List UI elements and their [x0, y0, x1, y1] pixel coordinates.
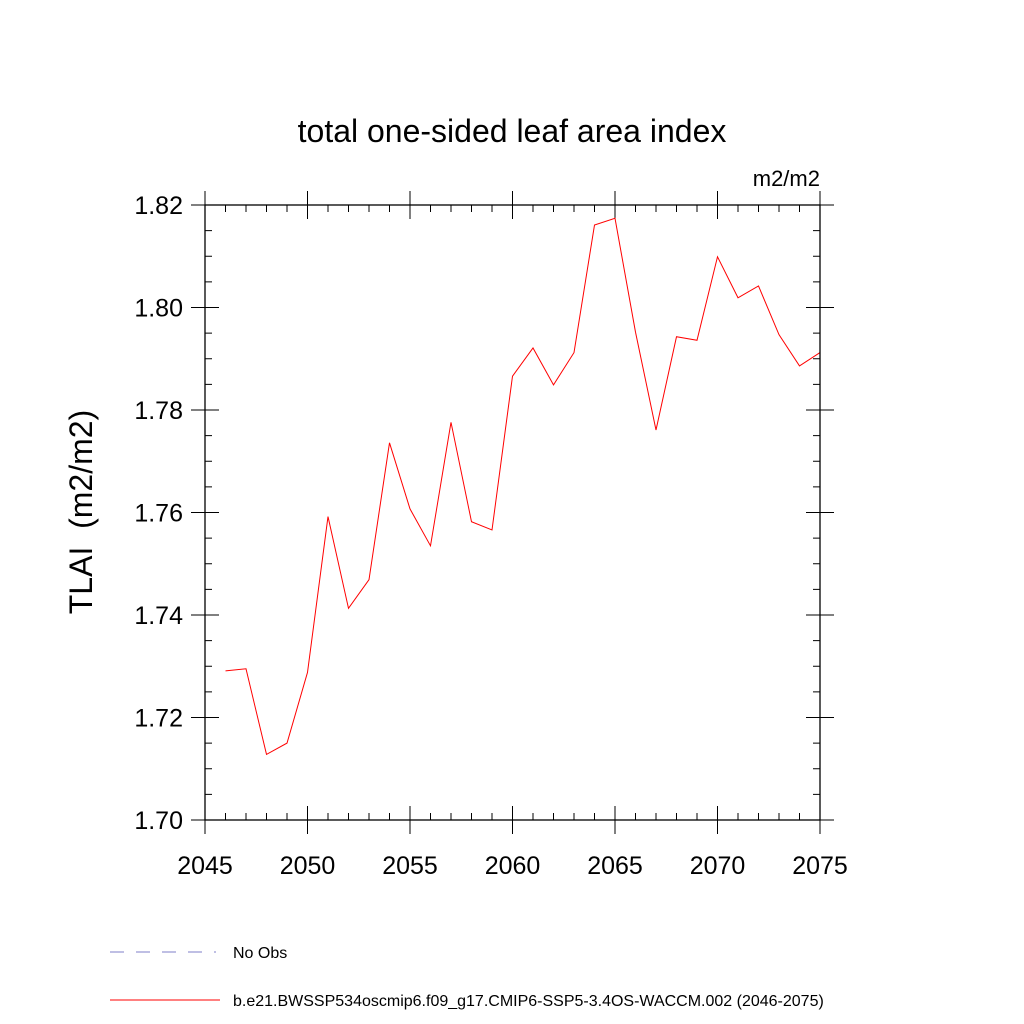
y-tick-label: 1.76	[134, 500, 183, 528]
axis-ticks	[191, 191, 834, 834]
x-tick-label: 2055	[382, 852, 438, 880]
legend-label-no-obs: No Obs	[233, 945, 287, 962]
x-tick-label: 2070	[690, 852, 746, 880]
y-tick-label: 1.72	[134, 705, 183, 733]
x-tick-label: 2075	[792, 852, 848, 880]
x-tick-labels: 2045 2050 2055 2060 2065 2070 2075	[177, 852, 848, 880]
plot-frame	[204, 204, 821, 821]
chart-title: total one-sided leaf area index	[298, 113, 727, 149]
y-tick-label: 1.78	[134, 397, 183, 425]
y-tick-label: 1.74	[134, 602, 183, 630]
y-tick-label: 1.82	[134, 192, 183, 220]
x-tick-label: 2050	[280, 852, 336, 880]
y-tick-label: 1.80	[134, 295, 183, 323]
legend-label-series: b.e21.BWSSP534oscmip6.f09_g17.CMIP6-SSP5…	[233, 993, 824, 1010]
series-layer	[225, 217, 821, 756]
y-tick-label: 1.70	[134, 807, 183, 835]
series-line	[225, 217, 821, 756]
y-axis-label: TLAI (m2/m2)	[63, 410, 99, 614]
units-label: m2/m2	[753, 166, 820, 191]
x-tick-label: 2060	[485, 852, 541, 880]
x-tick-label: 2045	[177, 852, 233, 880]
y-tick-labels: 1.70 1.72 1.74 1.76 1.78 1.80 1.82	[134, 192, 183, 835]
legend: No Obs b.e21.BWSSP534oscmip6.f09_g17.CMI…	[110, 945, 824, 1010]
x-tick-label: 2065	[587, 852, 643, 880]
